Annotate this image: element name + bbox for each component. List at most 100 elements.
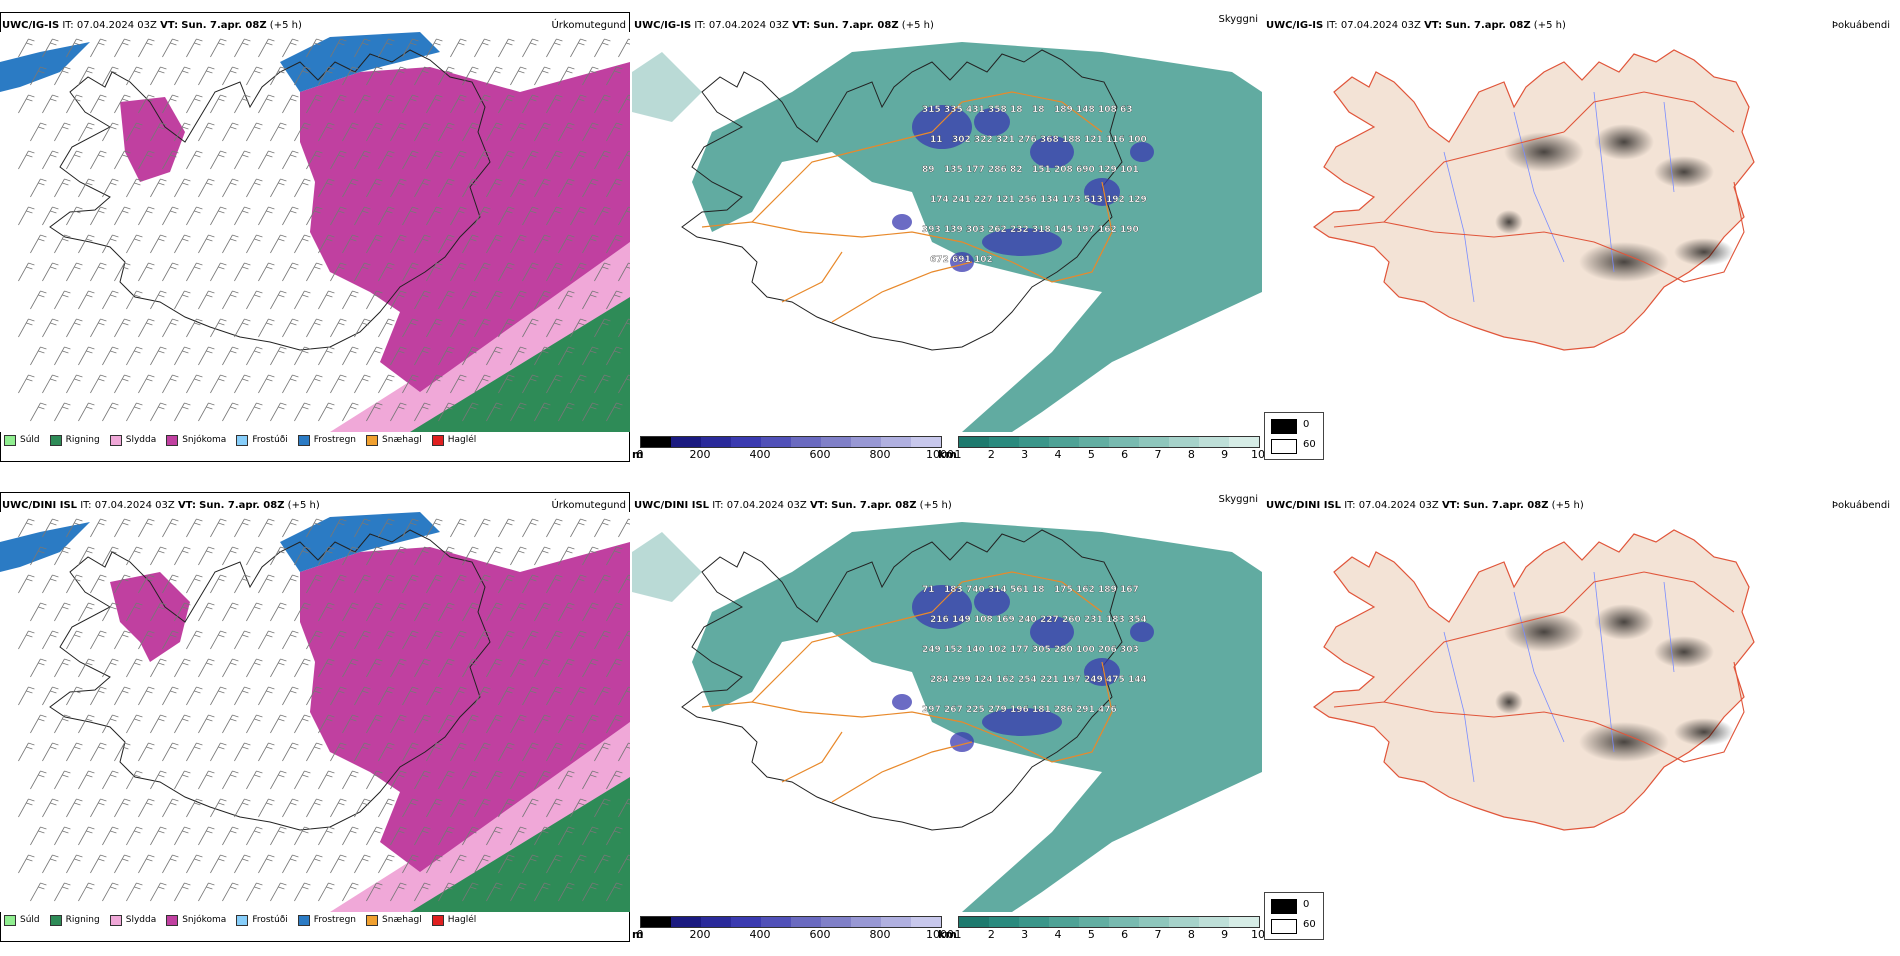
wind-barb: [102, 346, 119, 366]
height-colorbar: [640, 436, 942, 448]
wind-barb: [462, 66, 479, 86]
colorbar-cell: [791, 917, 821, 927]
colorbar-cell: [989, 437, 1019, 447]
wind-barb: [534, 122, 551, 142]
wind-barb: [186, 262, 203, 282]
wind-barb: [294, 66, 311, 86]
wind-barb: [78, 770, 95, 790]
wind-barbs: [18, 518, 630, 902]
colorbar-tick: 4: [1054, 928, 1062, 941]
colorbar-cell: [761, 437, 791, 447]
colorbar-tick: 600: [809, 928, 831, 941]
wind-barb: [78, 234, 95, 254]
colorbar-cell: [731, 437, 761, 447]
wind-barb: [558, 66, 575, 86]
fog-area: [1654, 156, 1714, 188]
wind-barb: [162, 518, 179, 538]
elevation-label: 475: [1106, 675, 1125, 685]
wind-barb: [366, 234, 383, 254]
elevation-label: 691: [952, 255, 971, 265]
wind-barb: [366, 658, 383, 678]
wind-barb: [18, 206, 35, 226]
wind-barb: [450, 206, 467, 226]
wind-barb: [174, 178, 191, 198]
wind-barb: [414, 346, 431, 366]
wind-barb: [618, 374, 630, 394]
wind-barb: [366, 602, 383, 622]
wind-barb: [162, 742, 179, 762]
fog-area: [1654, 636, 1714, 668]
wind-barb: [570, 686, 587, 706]
wind-barb: [222, 826, 239, 846]
colorbar-cell: [959, 437, 989, 447]
wind-barb: [342, 546, 359, 566]
road-line: [701, 181, 1113, 283]
wind-barb: [30, 66, 47, 86]
wind-barb: [42, 518, 59, 538]
wind-barb: [558, 658, 575, 678]
colorbar-cell: [989, 917, 1019, 927]
wind-barb: [510, 882, 527, 902]
wind-barb: [246, 882, 263, 902]
wind-barb: [66, 262, 83, 282]
elevation-label: 690: [1076, 165, 1095, 175]
wind-barb: [582, 402, 599, 422]
precip-map: [0, 32, 630, 432]
wind-barb: [582, 602, 599, 622]
elevation-label: 144: [1128, 675, 1147, 685]
precip-legend-item: Rigning: [49, 434, 100, 446]
wind-barb: [498, 574, 515, 594]
wind-barb: [42, 686, 59, 706]
wind-barb: [222, 346, 239, 366]
low-visibility-area-west: [632, 532, 702, 602]
colorbar-tick: 2: [987, 928, 995, 941]
precip-legend-item: Rigning: [49, 914, 100, 926]
wind-barb: [66, 94, 83, 114]
wind-barb: [594, 374, 611, 394]
wind-barb: [450, 574, 467, 594]
wind-barb: [66, 742, 83, 762]
fog-legend: 0 60: [1264, 892, 1324, 940]
wind-barb: [618, 798, 630, 818]
high-terrain-area: [974, 108, 1010, 136]
wind-barb: [462, 826, 479, 846]
wind-barb: [354, 262, 371, 282]
wind-barb: [78, 122, 95, 142]
wind-barb: [390, 882, 407, 902]
wind-barb: [54, 290, 71, 310]
road-line: [831, 261, 973, 323]
road-line: [931, 91, 1103, 133]
fog-area: [1579, 242, 1669, 282]
wind-barb: [558, 178, 575, 198]
wind-barb: [138, 518, 155, 538]
wind-barb: [270, 290, 287, 310]
elevation-label: 116: [1106, 135, 1125, 145]
colorbar-tick: 800: [869, 448, 891, 461]
wind-barb: [498, 150, 515, 170]
wind-barb: [570, 574, 587, 594]
wind-barb: [306, 798, 323, 818]
elevation-label: 241: [952, 195, 971, 205]
panel-title: Þokuábendi: [1831, 500, 1890, 511]
wind-barb: [330, 150, 347, 170]
wind-barb: [402, 742, 419, 762]
precip-legend-item: Frostúði: [236, 434, 288, 446]
colorbar-cell: [881, 437, 911, 447]
wind-barb: [438, 234, 455, 254]
elevation-label: 18: [1032, 105, 1045, 115]
wind-barb: [510, 402, 527, 422]
elevation-label: 71: [922, 585, 935, 595]
wind-barb: [594, 574, 611, 594]
wind-barb: [234, 854, 251, 874]
wind-barb: [414, 122, 431, 142]
fog-area: [1594, 124, 1654, 160]
wind-barb: [186, 798, 203, 818]
wind-barb: [282, 318, 299, 338]
wind-barb: [510, 826, 527, 846]
elevation-label: 129: [1128, 195, 1147, 205]
wind-barb: [378, 518, 395, 538]
wind-barb: [270, 122, 287, 142]
wind-barb: [486, 346, 503, 366]
wind-barb: [210, 262, 227, 282]
